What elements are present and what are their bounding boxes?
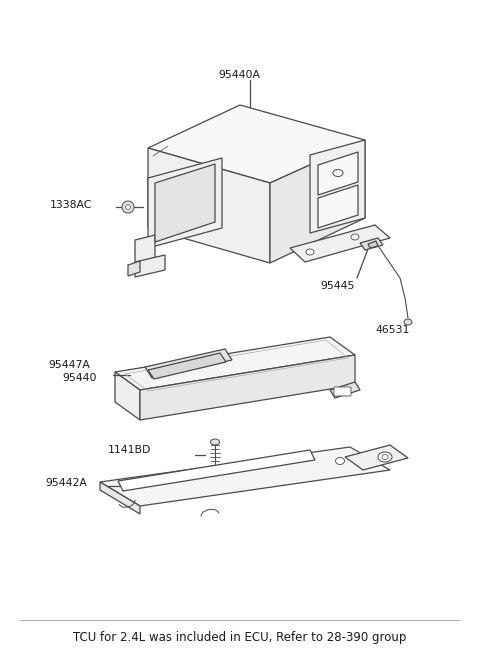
- Polygon shape: [115, 337, 355, 390]
- Polygon shape: [290, 225, 390, 262]
- Text: 1338AC: 1338AC: [50, 200, 92, 210]
- Polygon shape: [128, 261, 140, 276]
- Ellipse shape: [351, 234, 359, 240]
- Polygon shape: [148, 158, 222, 248]
- Polygon shape: [360, 238, 383, 250]
- Text: 95442A: 95442A: [45, 478, 87, 488]
- Ellipse shape: [306, 249, 314, 255]
- Ellipse shape: [404, 319, 412, 325]
- Polygon shape: [330, 382, 360, 398]
- FancyBboxPatch shape: [334, 387, 351, 396]
- Polygon shape: [318, 185, 358, 228]
- Text: 1141BD: 1141BD: [108, 445, 151, 455]
- Polygon shape: [148, 353, 226, 379]
- Text: 95440A: 95440A: [218, 70, 260, 80]
- Polygon shape: [100, 447, 390, 506]
- Polygon shape: [135, 235, 155, 274]
- Text: TCU for 2.4L was included in ECU, Refer to 28-390 group: TCU for 2.4L was included in ECU, Refer …: [73, 631, 407, 645]
- Polygon shape: [115, 372, 140, 420]
- Polygon shape: [270, 140, 365, 263]
- Polygon shape: [135, 255, 165, 277]
- Ellipse shape: [382, 455, 388, 460]
- Polygon shape: [318, 152, 358, 195]
- Polygon shape: [148, 148, 270, 263]
- Polygon shape: [368, 241, 378, 248]
- Text: 46531: 46531: [375, 325, 409, 335]
- Ellipse shape: [122, 201, 134, 213]
- Polygon shape: [155, 164, 215, 242]
- Polygon shape: [148, 105, 365, 183]
- Ellipse shape: [336, 457, 345, 464]
- Polygon shape: [140, 355, 355, 420]
- Text: 95445: 95445: [320, 281, 354, 291]
- Ellipse shape: [378, 452, 392, 462]
- Ellipse shape: [125, 204, 131, 210]
- Polygon shape: [100, 482, 140, 514]
- Ellipse shape: [211, 439, 219, 445]
- Text: 95440: 95440: [62, 373, 96, 383]
- Polygon shape: [345, 445, 408, 470]
- Polygon shape: [118, 450, 315, 491]
- Polygon shape: [310, 140, 365, 233]
- Ellipse shape: [333, 170, 343, 176]
- Text: 95447A: 95447A: [48, 360, 90, 370]
- Polygon shape: [145, 349, 232, 378]
